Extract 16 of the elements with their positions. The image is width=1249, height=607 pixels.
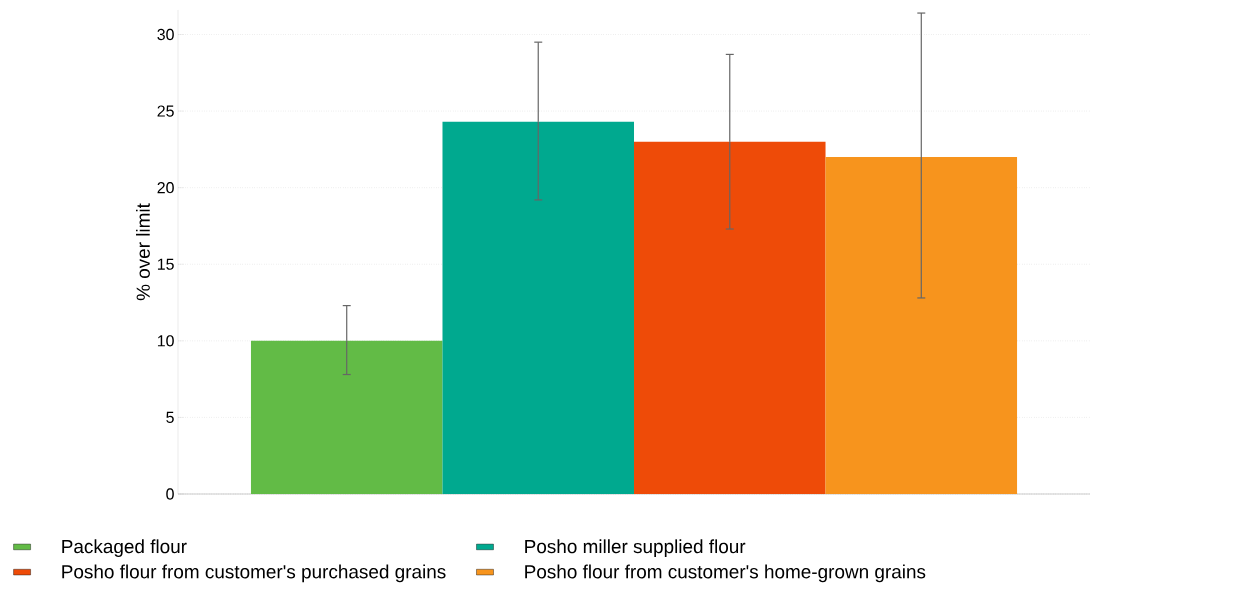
y-tick-label: 10: [157, 335, 174, 347]
y-tick-label: 0: [166, 488, 174, 500]
y-tick-label: 30: [157, 28, 174, 41]
bar: [442, 121, 634, 494]
bar: [250, 340, 443, 494]
y-tick-label: 5: [166, 411, 174, 423]
legend-label: Posho miller supplied flour: [525, 539, 746, 557]
bar: [634, 141, 826, 494]
bar: [825, 157, 1018, 494]
y-axis-title: % over limit: [136, 203, 150, 301]
legend-label: Posho flour from customer's home-grown grains: [525, 564, 926, 583]
legend-label: Packaged flour: [62, 539, 187, 557]
y-tick-label: 25: [157, 105, 174, 117]
legend-label: Posho flour from customer's purchased grains: [62, 564, 446, 583]
y-tick-label: 20: [157, 182, 174, 194]
y-tick-label: 15: [157, 258, 174, 270]
